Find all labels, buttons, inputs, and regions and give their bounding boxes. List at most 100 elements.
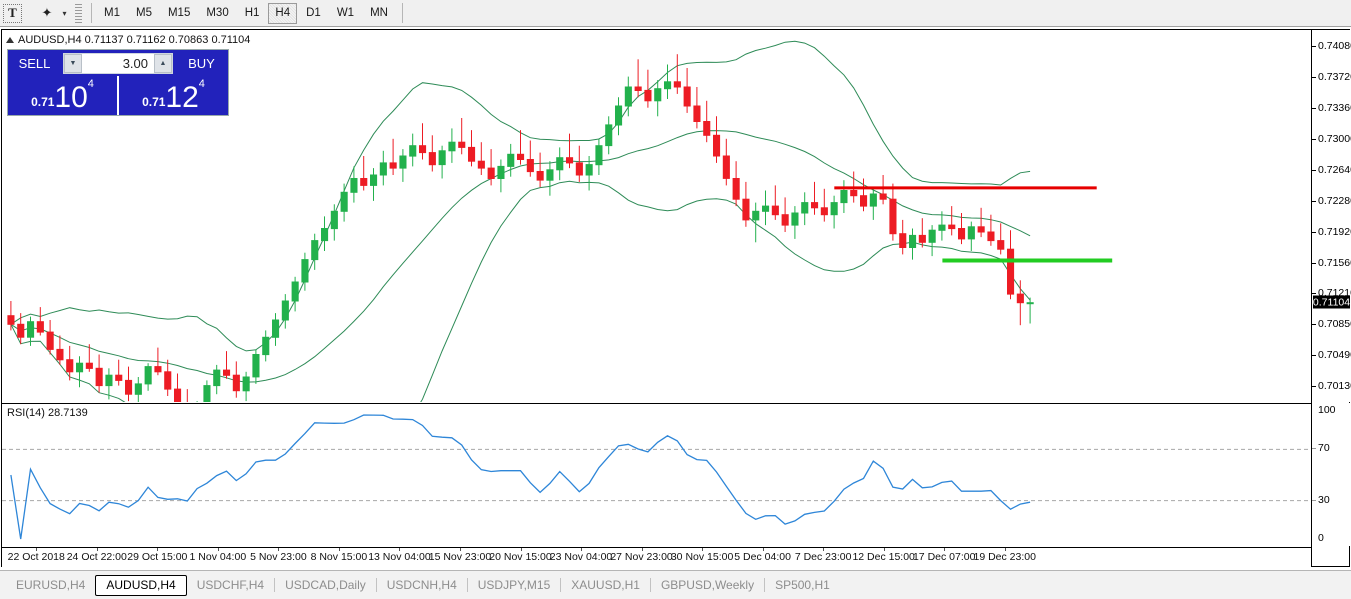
time-tick-label: 13 Nov 04:00 [368,551,431,563]
tab-separator [649,578,651,592]
timeframe-button-d1[interactable]: D1 [306,7,321,19]
candle-body [575,162,583,176]
chart-tab-sp500[interactable]: SP500,H1 [775,578,830,592]
time-tick-label: 15 Nov 23:00 [428,551,492,563]
tab-separator [466,578,468,592]
chart-tab-xauusd[interactable]: XAUUSD,H1 [571,578,640,592]
volume-increment-button[interactable]: ▲ [154,53,172,73]
candle-body [664,81,672,90]
candle-body [7,315,15,325]
volume-stepper[interactable]: ▼ 3.00 ▲ [63,52,173,74]
timeframe-button-m5[interactable]: M5 [135,7,152,19]
chevron-down-icon[interactable]: ▾ [62,8,67,18]
candle-body [419,145,427,154]
time-tick-mark [399,548,401,551]
candle-body [977,226,985,233]
candle-body [536,171,544,181]
timeframe-button-m1[interactable]: M1 [104,7,120,19]
time-tick-mark [823,548,825,551]
candle-body [771,205,779,216]
candle-body [389,162,397,169]
sell-price-prefix: 0.71 [31,95,55,109]
candle-body [17,323,25,338]
time-tick-mark [1004,548,1006,551]
candle-body [203,385,211,402]
candle-body [174,388,182,402]
candle-body [428,152,436,166]
time-tick-mark [278,548,280,551]
candle-body [379,162,387,176]
text-tool-icon[interactable]: T [3,3,22,23]
trade-panel-header: SELL ▼ 3.00 ▲ BUY [8,50,228,76]
candle-body [683,86,691,107]
candle-body [399,155,407,169]
timeframe-button-h1[interactable]: H1 [244,7,260,19]
volume-decrement-button[interactable]: ▼ [64,53,82,73]
timeframe-button-h4[interactable]: H4 [268,2,298,24]
candle-body [487,167,495,180]
price-tick-mark [1312,293,1316,295]
rsi-tick-label: 100 [1318,404,1336,416]
timeframe-button-mn[interactable]: MN [370,7,388,19]
candle-body [223,369,231,376]
buy-button[interactable]: 0.71 12 4 [117,76,228,115]
timeframe-button-m30[interactable]: M30 [206,7,229,19]
timeframe-button-w1[interactable]: W1 [336,7,355,19]
candle-body [546,169,554,181]
chart-tab-eurusd[interactable]: EURUSD,H4 [16,578,86,592]
candle-body [252,354,260,378]
one-click-trading-panel[interactable]: SELL ▼ 3.00 ▲ BUY 0.71 10 4 0.71 [7,49,229,116]
toolbar-separator [91,3,92,23]
candle-body [752,210,760,221]
timeframe-button-m15[interactable]: M15 [167,7,191,19]
candle-body [507,153,515,167]
price-tick-mark [1312,324,1316,326]
time-tick-label: 24 Oct 22:00 [66,551,127,563]
toolbar-grip[interactable] [75,3,82,23]
indicators-icon[interactable]: ✦ [41,5,53,20]
rsi-axis-scale[interactable]: 100 70 30 0 [1312,403,1350,546]
time-tick-label: 22 Oct 2018 [7,551,65,563]
candle-body [762,205,770,212]
candle-body [115,374,123,381]
time-tick-mark [702,548,704,551]
rsi-indicator-pane[interactable]: RSI(14) 28.7139 [2,403,1311,546]
candle-body [213,369,221,387]
chart-tab-usdcad[interactable]: USDCAD,Daily [285,578,366,592]
candle-body [330,210,338,230]
price-tick-mark [1312,231,1316,233]
candle-body [262,336,270,356]
candle-body [125,379,133,395]
time-tick-label: 8 Nov 15:00 [310,551,368,563]
price-chart-pane[interactable]: AUDUSD,H4 0.71137 0.71162 0.70863 0.7110… [2,30,1311,402]
candle-body [850,190,858,197]
sell-price-fraction: 4 [87,78,94,90]
candle-body [301,259,309,283]
candle-body [517,153,525,161]
toolbar-separator-right [401,3,403,23]
candle-body [732,178,740,200]
candle-body [105,374,113,387]
candle-body [350,178,358,193]
chart-tab-usdcnh[interactable]: USDCNH,H4 [386,578,457,592]
volume-input[interactable]: 3.00 [122,55,148,71]
candle-body [134,383,142,395]
price-tick-mark [1312,169,1316,171]
sell-button[interactable]: 0.71 10 4 [8,76,117,115]
chart-tab-usdjpy[interactable]: USDJPY,M15 [477,578,551,592]
time-axis[interactable]: 22 Oct 2018 24 Oct 22:00 29 Oct 15:00 1 Nov… [2,547,1311,567]
collapse-arrow-icon[interactable] [6,37,14,43]
chart-tab-audusd[interactable]: AUDUSD,H4 [95,574,187,596]
chart-tab-usdchf[interactable]: USDCHF,H4 [196,578,265,592]
candle-body [879,193,887,200]
symbol-header: AUDUSD,H4 0.71137 0.71162 0.70863 0.7110… [6,34,250,46]
time-tick-label: 23 Nov 04:00 [549,551,613,563]
time-tick-label: 27 Nov 23:00 [610,551,673,563]
chart-tab-gbpusd[interactable]: GBPUSD,Weekly [660,578,755,592]
current-price-tag: 0.71104 [1312,295,1351,309]
